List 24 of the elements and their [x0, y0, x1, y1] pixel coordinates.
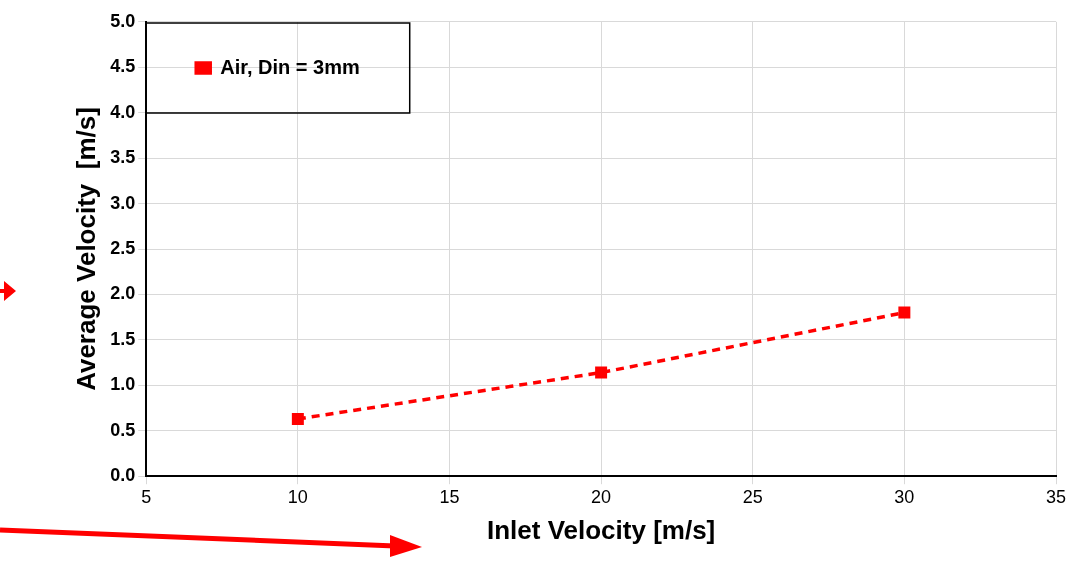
x-tick-label: 25 [742, 486, 763, 507]
x-tick-label: 5 [141, 486, 152, 507]
x-tick-label: 15 [439, 486, 460, 507]
y-tick-label: 2.0 [110, 283, 136, 304]
y-axis-title: Average Velocity [m/s] [70, 107, 101, 391]
point [291, 412, 304, 425]
y-tick-label: 3.5 [110, 147, 136, 168]
y-tick-label: 3.0 [110, 192, 136, 213]
x-axis-title: Inlet Velocity [m/s] [486, 514, 716, 545]
x-tick-label: 35 [1045, 486, 1067, 507]
point [898, 306, 911, 319]
y-tick-label: 0.5 [110, 419, 136, 440]
y-tick-label: 5.0 [110, 10, 136, 31]
y-tick-label: 1.5 [110, 328, 136, 349]
y-tick-label: 1.0 [110, 374, 136, 395]
x-tick-label: 10 [287, 486, 308, 507]
y-tick-label: 2.5 [110, 237, 136, 258]
y-tick-label: 4.0 [110, 101, 136, 122]
x-tick-label: 30 [894, 486, 915, 507]
point [595, 366, 608, 379]
x-tick-label: 20 [591, 486, 612, 507]
legend-label: Air, Din = 3mm [220, 55, 360, 78]
y-tick-label: 0.0 [110, 465, 136, 486]
y-tick-label: 4.5 [110, 56, 136, 77]
